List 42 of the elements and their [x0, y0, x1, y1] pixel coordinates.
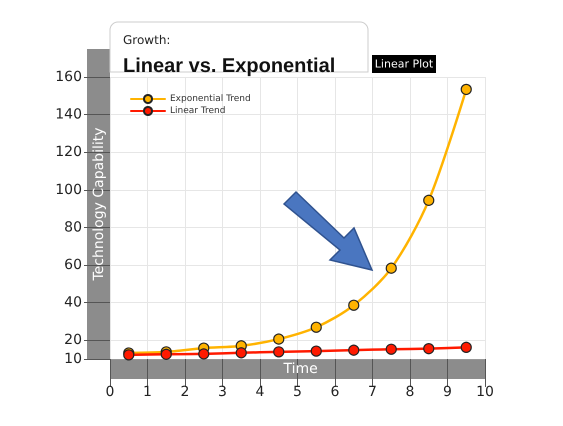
- y-tick-label: 10: [64, 351, 82, 367]
- point: [460, 84, 472, 96]
- x-tick-label: 10: [476, 384, 494, 400]
- point: [310, 346, 322, 357]
- y-tick-label: 140: [55, 106, 82, 123]
- x-tick-label: 7: [368, 384, 377, 400]
- x-axis-title: Time: [282, 361, 318, 377]
- x-tick-label: 1: [143, 384, 152, 400]
- x-tick-label: 5: [293, 384, 302, 400]
- point: [273, 346, 284, 358]
- x-tick-label: 0: [106, 384, 114, 400]
- x-tick-label: 3: [218, 384, 227, 400]
- x-tick-label: 9: [443, 384, 452, 400]
- x-tick-label: 4: [256, 384, 265, 400]
- point: [386, 344, 397, 355]
- y-tick-label: 100: [55, 182, 82, 198]
- chart-title: Linear vs. Exponential: [123, 55, 336, 77]
- point: [236, 347, 247, 358]
- text: Linear Plot: [374, 58, 434, 70]
- chart-subtitle: Growth:: [123, 33, 170, 47]
- point: [348, 344, 360, 356]
- point: [423, 343, 434, 354]
- point: [273, 333, 284, 345]
- y-axis-title: Technology Capability: [91, 127, 107, 282]
- legend-label: Linear Trend: [170, 106, 226, 116]
- point: [198, 348, 210, 360]
- y-tick-label: 80: [64, 219, 82, 236]
- y-tick-label: 60: [64, 257, 82, 273]
- x-tick-label: 8: [406, 384, 414, 400]
- point: [310, 322, 322, 333]
- y-tick-label: 20: [64, 332, 82, 348]
- x-tick-label: 2: [180, 384, 190, 400]
- y-tick-label: 120: [55, 144, 82, 160]
- point: [460, 342, 472, 353]
- point: [423, 194, 434, 206]
- y-tick-label: 160: [55, 69, 82, 85]
- point: [386, 262, 397, 274]
- point: [160, 348, 172, 360]
- legend-label: Exponential Trend: [170, 94, 251, 104]
- x-tick-label: 6: [330, 384, 340, 400]
- point: [348, 300, 360, 311]
- y-tick-label: 40: [64, 294, 82, 311]
